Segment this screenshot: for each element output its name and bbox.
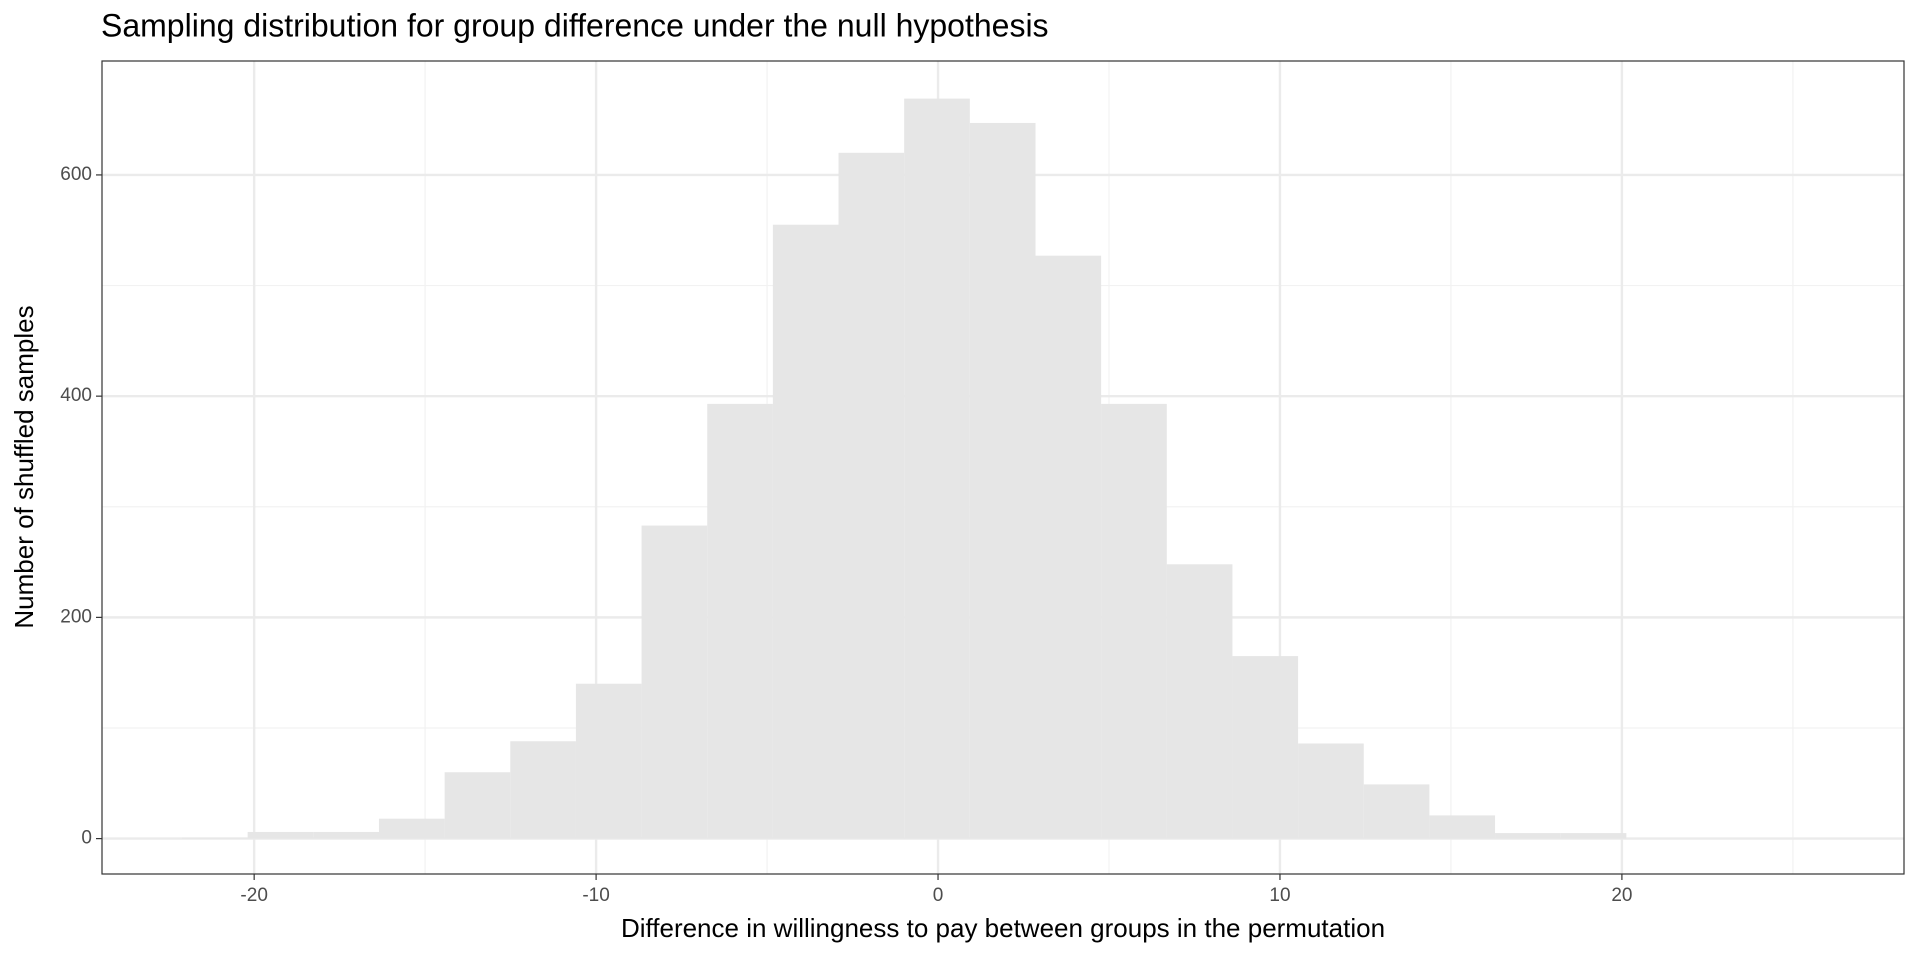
y-tick-label: 200 xyxy=(60,606,92,627)
bar xyxy=(313,831,379,839)
x-tick-label: 10 xyxy=(1269,885,1290,906)
chart-title: Sampling distribution for group differen… xyxy=(101,7,1049,43)
y-tick-label: 600 xyxy=(60,164,92,185)
panel-border xyxy=(101,60,1905,875)
bar xyxy=(1101,403,1167,839)
bar xyxy=(247,831,314,839)
bar xyxy=(772,224,839,839)
bar xyxy=(904,98,970,839)
bar xyxy=(444,772,511,839)
bar xyxy=(378,818,445,839)
bar xyxy=(1429,815,1496,839)
y-axis-label: Number of shuffled samples xyxy=(9,305,39,628)
x-tick-label: -20 xyxy=(240,885,267,906)
x-tick-label: 20 xyxy=(1611,885,1632,906)
x-axis-label: Difference in willingness to pay between… xyxy=(621,913,1385,943)
bar xyxy=(1035,255,1102,839)
bar xyxy=(641,525,708,839)
x-tick-label: 0 xyxy=(933,885,944,906)
bar xyxy=(1166,564,1233,839)
bar xyxy=(1363,784,1430,839)
bar xyxy=(1232,656,1299,839)
bar xyxy=(838,152,905,839)
bar xyxy=(575,683,642,839)
x-tick-label: -10 xyxy=(582,885,609,906)
y-tick-label: 400 xyxy=(60,385,92,406)
bar xyxy=(969,122,1036,839)
bar xyxy=(1298,743,1364,839)
bar xyxy=(182,837,248,839)
bar xyxy=(1560,833,1627,839)
y-tick-label: 0 xyxy=(81,828,92,849)
bar xyxy=(510,741,576,839)
bar xyxy=(707,403,773,839)
bar xyxy=(1495,833,1561,839)
